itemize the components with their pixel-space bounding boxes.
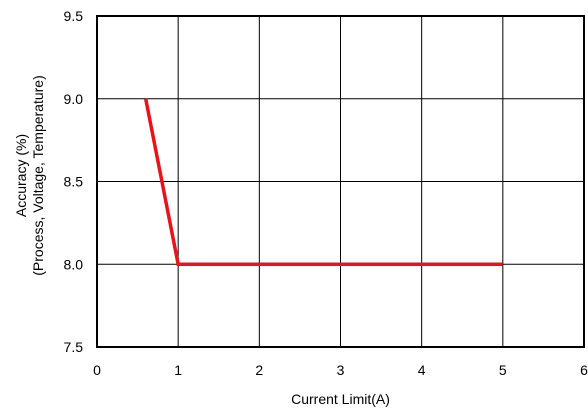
- x-tick-label-2: 2: [255, 362, 263, 378]
- plot-frame: [96, 15, 585, 348]
- x-tick-label-5: 5: [499, 362, 507, 378]
- x-tick-labels: 0 1 2 3 4 5 6: [93, 362, 588, 378]
- y-axis-label-line-1: Accuracy (%): [13, 134, 29, 217]
- x-tick-label-0: 0: [93, 362, 101, 378]
- series-layer: [143, 98, 503, 266]
- y-tick-label-1: 8.0: [64, 256, 84, 272]
- y-tick-labels: 7.5 8.0 8.5 9.0 9.5: [64, 8, 84, 355]
- x-axis-label: Current Limit(A): [291, 391, 390, 407]
- x-tick-label-4: 4: [418, 362, 426, 378]
- y-axis-label-line-2: (Process, Voltage, Temperature): [30, 75, 46, 276]
- x-tick-label-3: 3: [337, 362, 345, 378]
- x-tick-label-6: 6: [580, 362, 588, 378]
- x-tick-label-1: 1: [174, 362, 182, 378]
- y-tick-label-0: 7.5: [64, 339, 84, 355]
- grid-lines: [97, 16, 584, 347]
- y-axis-label: Accuracy (%) (Process, Voltage, Temperat…: [13, 75, 46, 276]
- series-line-0: [143, 98, 503, 266]
- y-tick-label-2: 8.5: [64, 174, 84, 190]
- y-tick-label-3: 9.0: [64, 91, 84, 107]
- y-tick-label-4: 9.5: [64, 8, 84, 24]
